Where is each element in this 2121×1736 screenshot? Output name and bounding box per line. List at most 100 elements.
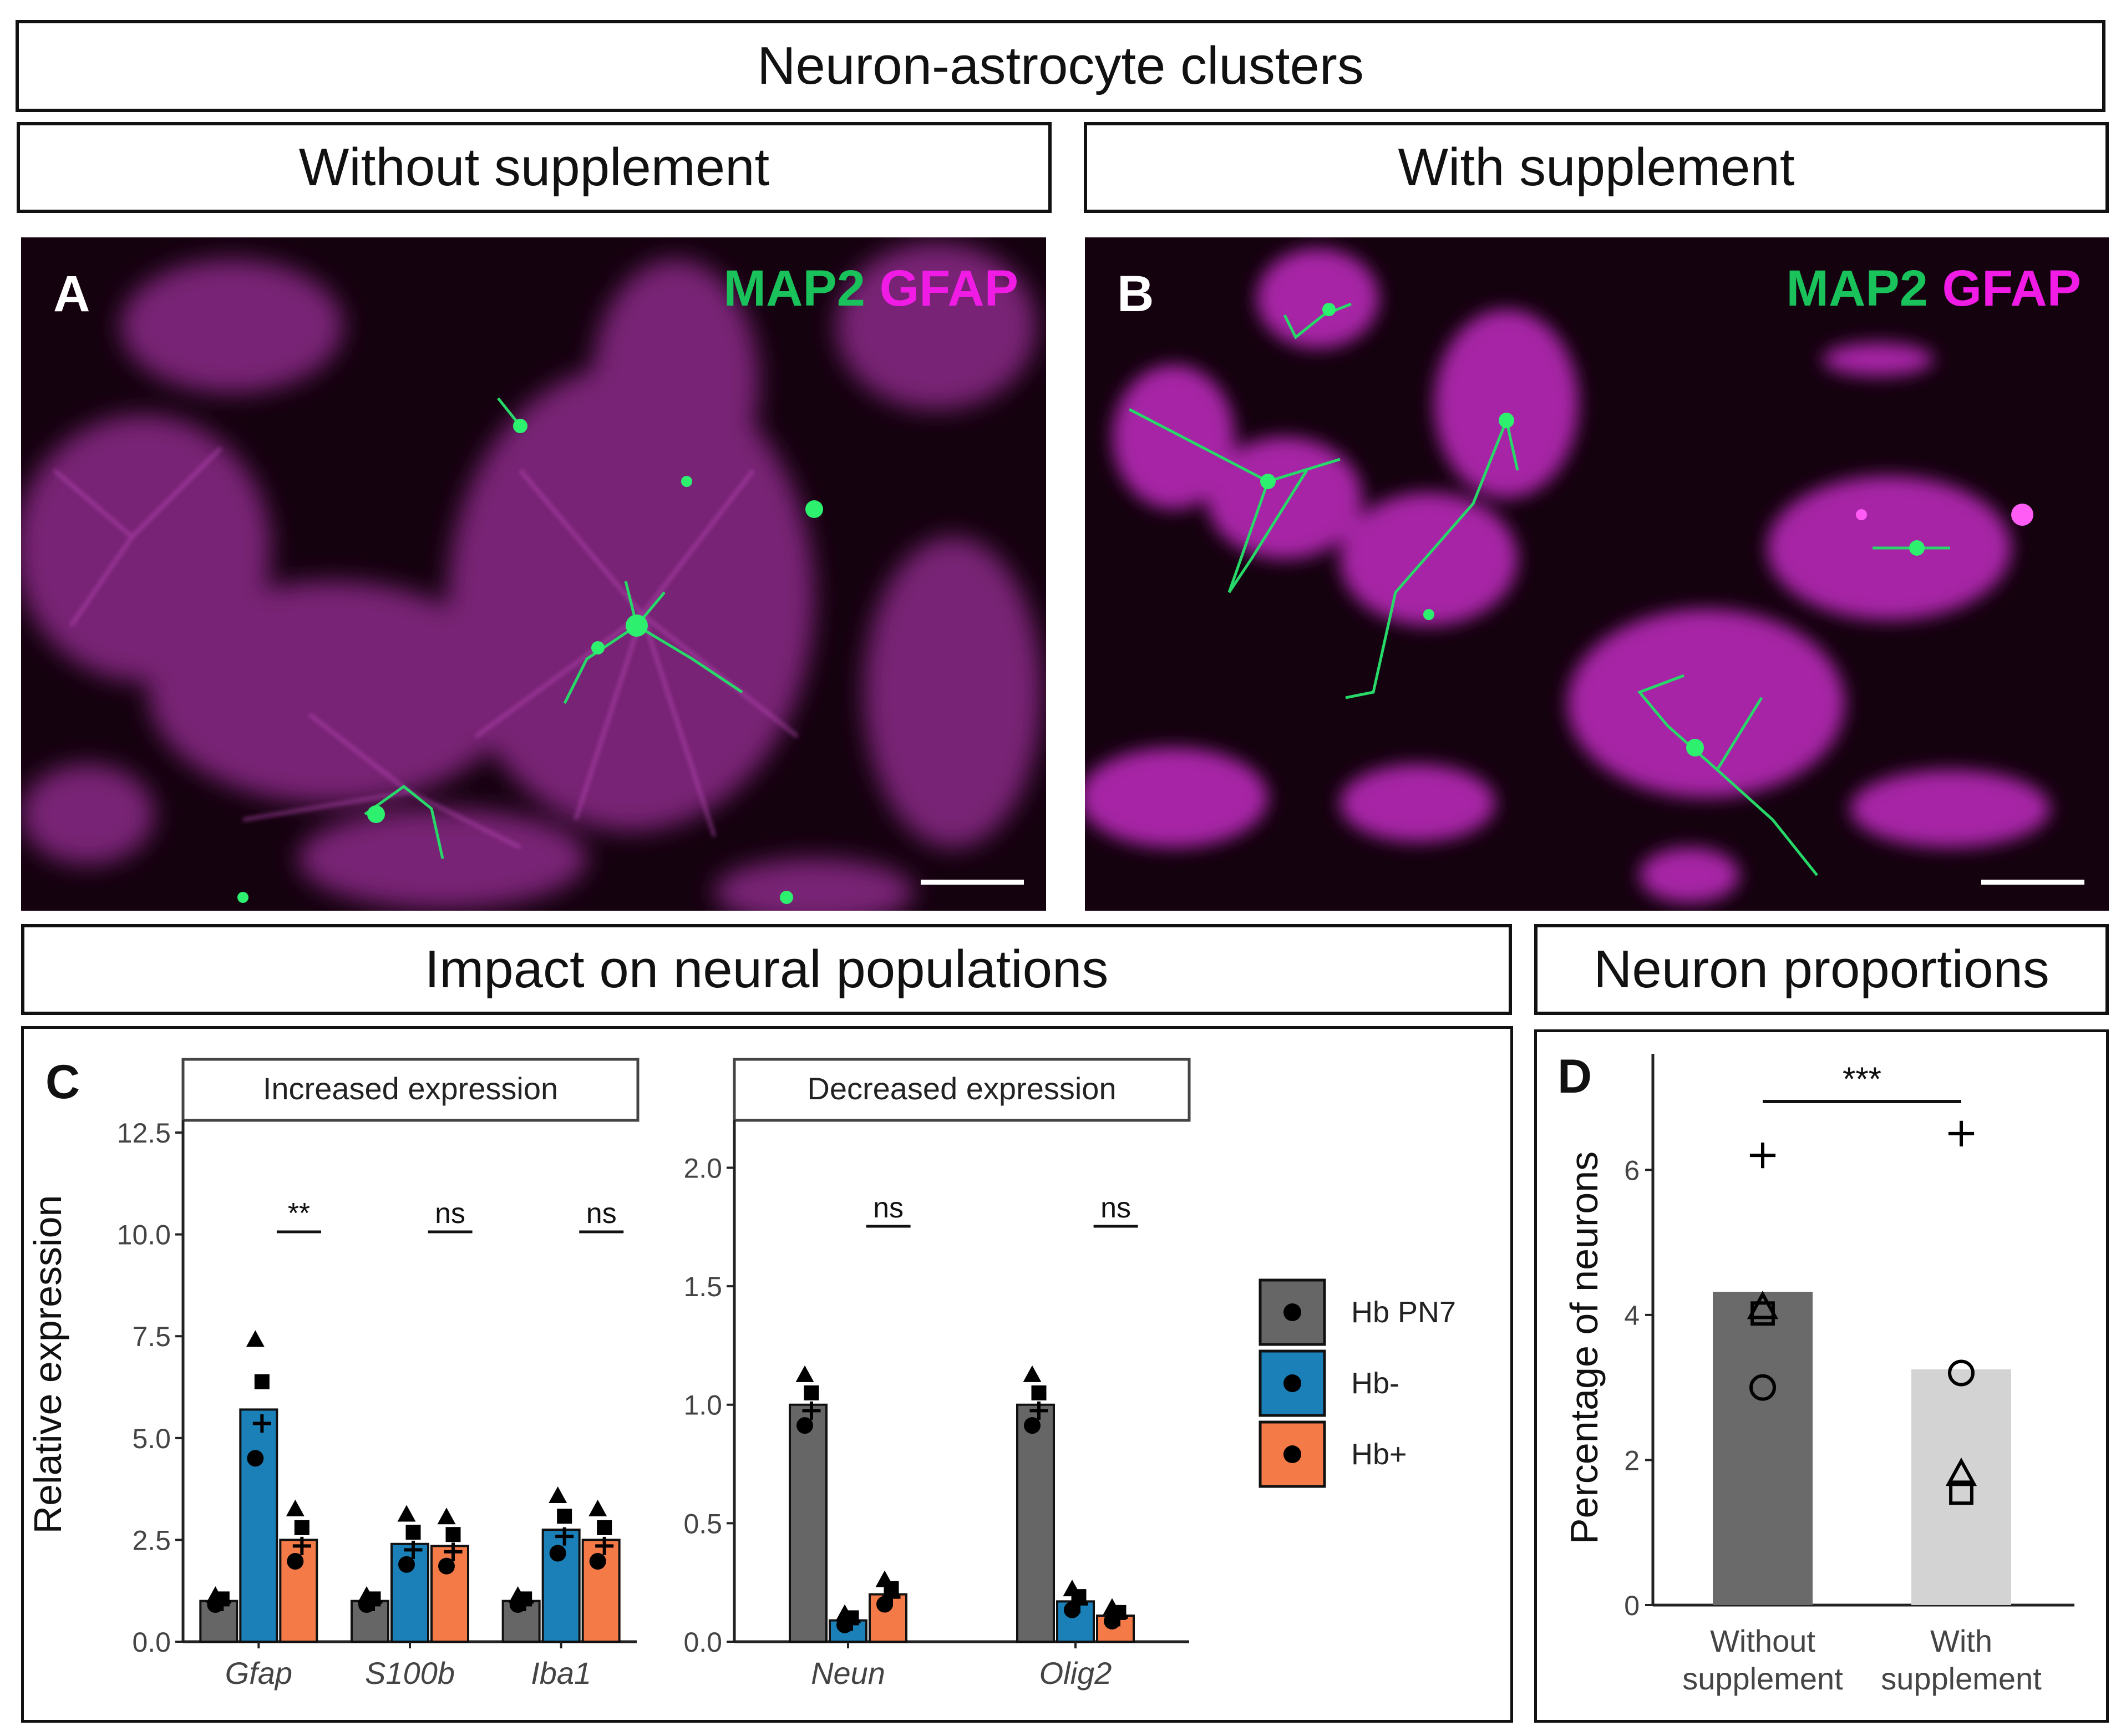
- category-label-1-0: Neun: [811, 1656, 885, 1691]
- point-0-S100b-2-circle: [438, 1557, 455, 1575]
- category-label-0-0: Gfap: [225, 1656, 292, 1691]
- panel-a-gfap: GFAP: [879, 260, 1018, 317]
- y-tick-label-1-4: 2.0: [683, 1153, 722, 1184]
- panel-d-y-tick-label-2: 4: [1624, 1300, 1640, 1331]
- panel-d-y-tick-label-1: 2: [1624, 1445, 1640, 1476]
- point-0-Iba1-0-plus: [515, 1592, 534, 1611]
- section-d-title: Neuron proportions: [1594, 940, 2049, 999]
- condition-with-label: With supplement: [1398, 138, 1795, 197]
- point-0-S100b-1-triangle: [397, 1505, 416, 1522]
- point-0-Gfap-2-triangle: [286, 1499, 305, 1516]
- panel-d-point-1: [1747, 1291, 1779, 1319]
- panel-d-point-3: [1749, 1374, 1776, 1401]
- micrograph-a: A MAP2 GFAP: [21, 237, 1046, 911]
- panel-b-letter: B: [1117, 266, 1154, 322]
- panel-d-point-2: [1750, 1301, 1775, 1326]
- point-0-Gfap-1-plus: [252, 1414, 271, 1433]
- point-1-Olig2-1-plus: [1069, 1595, 1088, 1613]
- point-0-S100b-1-circle: [398, 1556, 415, 1573]
- point-0-S100b-0-triangle: [357, 1586, 376, 1603]
- figure-title-box: Neuron-astrocyte clusters: [16, 20, 2105, 112]
- y-tick-label-0-2: 5.0: [132, 1423, 171, 1454]
- point-0-Gfap-1-triangle: [246, 1330, 265, 1347]
- panel-d-category-line1-0: Without: [1710, 1623, 1815, 1658]
- legend-label-1: Hb-: [1351, 1367, 1399, 1400]
- point-1-Olig2-2-plus: [1109, 1608, 1128, 1627]
- category-label-0-2: Iba1: [531, 1656, 591, 1691]
- legend-marker-2: [1283, 1445, 1301, 1463]
- bar-1-Olig2-0: [1016, 1403, 1055, 1643]
- panel-d-category-line2-0: supplement: [1682, 1661, 1843, 1696]
- point-1-Olig2-0-triangle: [1023, 1365, 1042, 1382]
- point-1-Olig2-0-square: [1031, 1385, 1047, 1400]
- point-1-Neun-1-plus: [842, 1612, 861, 1631]
- point-1-Neun-0-circle: [796, 1417, 813, 1434]
- panel-d-y-tick-label-3: 6: [1624, 1155, 1640, 1186]
- point-1-Olig2-0-plus: [1029, 1401, 1048, 1420]
- panel-d-frame: [1534, 1029, 2109, 1723]
- panel-d-point-5: [1948, 1359, 1975, 1387]
- legend-label-2: Hb+: [1351, 1438, 1407, 1471]
- condition-without-label: Without supplement: [298, 138, 770, 197]
- y-tick-label-1-1: 0.5: [683, 1508, 722, 1539]
- panel-d-bar-1: [1911, 1369, 2011, 1605]
- significance-1-1: ns: [1100, 1192, 1131, 1224]
- point-0-S100b-2-square: [445, 1527, 461, 1542]
- point-0-Iba1-1-triangle: [549, 1486, 567, 1504]
- panel-b-scale-bar: [1981, 880, 2084, 885]
- point-0-Gfap-2-square: [294, 1520, 309, 1535]
- panel-b-gfap: GFAP: [1942, 260, 2081, 317]
- figure-title: Neuron-astrocyte clusters: [757, 36, 1364, 95]
- y-tick-label-0-5: 12.5: [117, 1118, 171, 1149]
- panel-d-point-0: [1749, 1143, 1776, 1169]
- panel-d-bar-0: [1713, 1291, 1813, 1605]
- y-tick-label-0-1: 2.5: [132, 1525, 171, 1556]
- y-tick-label-1-3: 1.5: [683, 1271, 722, 1302]
- point-0-Iba1-1-plus: [555, 1527, 574, 1546]
- point-0-Iba1-2-triangle: [588, 1499, 607, 1516]
- point-1-Olig2-1-triangle: [1063, 1580, 1082, 1597]
- facet-strip-0: [181, 1058, 640, 1122]
- legend-label-0: Hb PN7: [1351, 1296, 1456, 1329]
- point-1-Neun-0-triangle: [795, 1365, 814, 1382]
- facet-title-1: Decreased expression: [807, 1071, 1116, 1106]
- category-label-1-1: Olig2: [1039, 1656, 1112, 1691]
- point-0-Gfap-2-plus: [292, 1536, 311, 1555]
- point-1-Neun-2-plus: [882, 1588, 901, 1607]
- point-0-Iba1-1-square: [557, 1509, 572, 1524]
- point-0-Iba1-2-circle: [589, 1552, 606, 1570]
- condition-with-box: With supplement: [1084, 122, 2109, 213]
- panel-d-letter: D: [1557, 1050, 1592, 1103]
- panel-d-point-7: [1949, 1480, 1973, 1505]
- point-1-Neun-2-triangle: [875, 1570, 894, 1587]
- category-label-0-1: S100b: [365, 1656, 455, 1691]
- point-0-Gfap-0-plus: [212, 1592, 231, 1611]
- point-1-Neun-0-square: [804, 1385, 819, 1400]
- facet-strip-1: [733, 1058, 1191, 1122]
- panel-d-y-axis-label: Percentage of neurons: [1562, 1151, 1606, 1544]
- point-0-S100b-1-plus: [404, 1540, 423, 1559]
- panel-a-scale-bar: [921, 880, 1024, 885]
- point-0-Iba1-2-plus: [595, 1536, 614, 1555]
- panel-c-y-axis-label: Relative expression: [26, 1195, 69, 1534]
- panel-b-map2: MAP2: [1786, 260, 1928, 317]
- micrograph-b: B MAP2 GFAP: [1085, 237, 2109, 911]
- significance-0-2: ns: [586, 1197, 617, 1230]
- point-1-Neun-2-circle: [876, 1596, 893, 1613]
- panel-b-stain-label: MAP2 GFAP: [1786, 260, 2081, 318]
- panel-a-letter: A: [53, 266, 90, 322]
- section-d-title-box: Neuron proportions: [1534, 924, 2109, 1015]
- y-tick-label-1-2: 1.0: [683, 1390, 722, 1421]
- panel-c-letter: C: [45, 1055, 80, 1109]
- point-1-Olig2-1-circle: [1064, 1601, 1080, 1618]
- panel-d-y-tick-label-0: 0: [1624, 1590, 1640, 1621]
- panel-d-category-line2-1: supplement: [1881, 1661, 2042, 1696]
- point-0-Gfap-1-square: [254, 1374, 270, 1389]
- point-0-Iba1-0-triangle: [509, 1586, 527, 1603]
- panel-d-significance: ***: [1843, 1060, 1881, 1098]
- condition-without-box: Without supplement: [17, 122, 1052, 213]
- point-0-Gfap-2-circle: [287, 1552, 304, 1570]
- facet-title-0: Increased expression: [263, 1071, 558, 1106]
- panel-d-point-4: [1948, 1120, 1975, 1146]
